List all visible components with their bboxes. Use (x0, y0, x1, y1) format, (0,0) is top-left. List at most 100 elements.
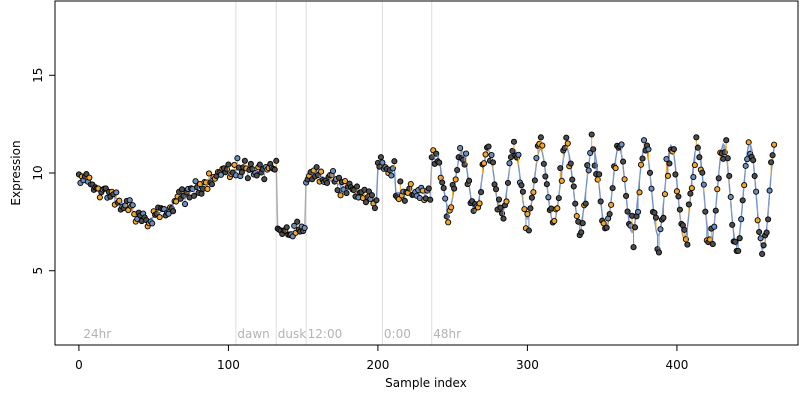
data-point (521, 206, 528, 213)
data-point (368, 192, 375, 199)
data-point (204, 185, 211, 192)
data-point (597, 198, 604, 205)
data-point (724, 155, 731, 162)
data-point (451, 185, 458, 192)
data-point (624, 208, 631, 215)
time-annotation: dusk (278, 327, 306, 341)
data-point (754, 217, 761, 224)
data-point (664, 172, 671, 179)
time-annotation: dawn (237, 327, 269, 341)
data-point (687, 190, 694, 197)
data-point (247, 160, 254, 168)
data-point (750, 157, 757, 164)
data-point (751, 172, 758, 180)
data-point (313, 164, 320, 171)
data-point (741, 182, 748, 189)
data-point (273, 157, 280, 164)
data-point (530, 189, 537, 196)
data-point (709, 241, 716, 248)
data-point (596, 171, 603, 178)
data-point (715, 175, 722, 182)
data-point (478, 189, 485, 196)
data-point (766, 187, 773, 194)
data-point (238, 169, 245, 176)
data-point (519, 188, 526, 195)
fit-line-connector (275, 166, 279, 232)
data-point (301, 224, 308, 231)
data-point (714, 186, 721, 193)
data-point (726, 172, 733, 179)
data-point (524, 210, 531, 218)
data-point (688, 185, 695, 192)
data-point (156, 214, 163, 221)
data-point (651, 209, 658, 216)
data-point (763, 229, 770, 236)
data-point (165, 210, 172, 217)
data-point (712, 207, 719, 214)
data-point (676, 206, 683, 213)
data-point (343, 190, 350, 197)
data-point (492, 186, 500, 193)
data-point (330, 167, 337, 175)
data-point (440, 185, 447, 192)
data-point (341, 178, 349, 185)
x-tick-label: 100 (217, 358, 240, 372)
data-point (192, 178, 199, 185)
time-annotation: 24hr (83, 327, 111, 341)
data-point (735, 247, 742, 254)
data-points (75, 131, 778, 258)
data-point (495, 196, 503, 203)
data-point (500, 215, 507, 222)
data-point (96, 194, 103, 201)
data-point (379, 159, 386, 166)
data-point (294, 218, 301, 225)
data-point (324, 179, 331, 186)
data-point (335, 174, 343, 181)
x-tick-label: 300 (516, 358, 539, 372)
data-point (660, 214, 667, 221)
data-point (558, 177, 565, 184)
data-point (557, 165, 564, 172)
data-point (539, 142, 546, 149)
data-point (445, 219, 452, 226)
data-point (630, 244, 637, 251)
data-point (205, 170, 213, 177)
data-point (439, 179, 446, 186)
x-tick-label: 400 (665, 358, 688, 372)
data-point (765, 216, 772, 223)
data-point (637, 161, 645, 168)
data-point (542, 173, 549, 180)
data-point (551, 217, 558, 225)
data-point (685, 201, 692, 208)
data-point (371, 205, 378, 212)
data-point (373, 197, 380, 204)
data-point (567, 160, 574, 167)
data-point (585, 167, 592, 174)
data-point (510, 138, 518, 145)
data-point (436, 159, 443, 166)
data-point (603, 224, 610, 231)
data-point (645, 146, 652, 153)
data-point (606, 211, 613, 218)
data-point (588, 131, 595, 138)
data-point (609, 185, 616, 192)
data-point (318, 168, 325, 175)
y-tick-label: 15 (31, 68, 45, 83)
data-point (482, 151, 489, 158)
data-point (696, 154, 703, 161)
data-point (533, 155, 540, 162)
data-point (727, 193, 734, 201)
data-point (225, 161, 232, 168)
time-annotation: 12:00 (308, 327, 343, 341)
data-point (489, 159, 497, 166)
data-point (655, 249, 663, 256)
data-point (652, 214, 660, 221)
data-point (691, 162, 698, 169)
data-point (768, 159, 775, 166)
data-point (129, 202, 136, 209)
data-point (170, 208, 177, 215)
data-point (608, 201, 615, 208)
data-point (757, 235, 764, 242)
data-point (425, 185, 432, 192)
data-point (261, 176, 268, 183)
